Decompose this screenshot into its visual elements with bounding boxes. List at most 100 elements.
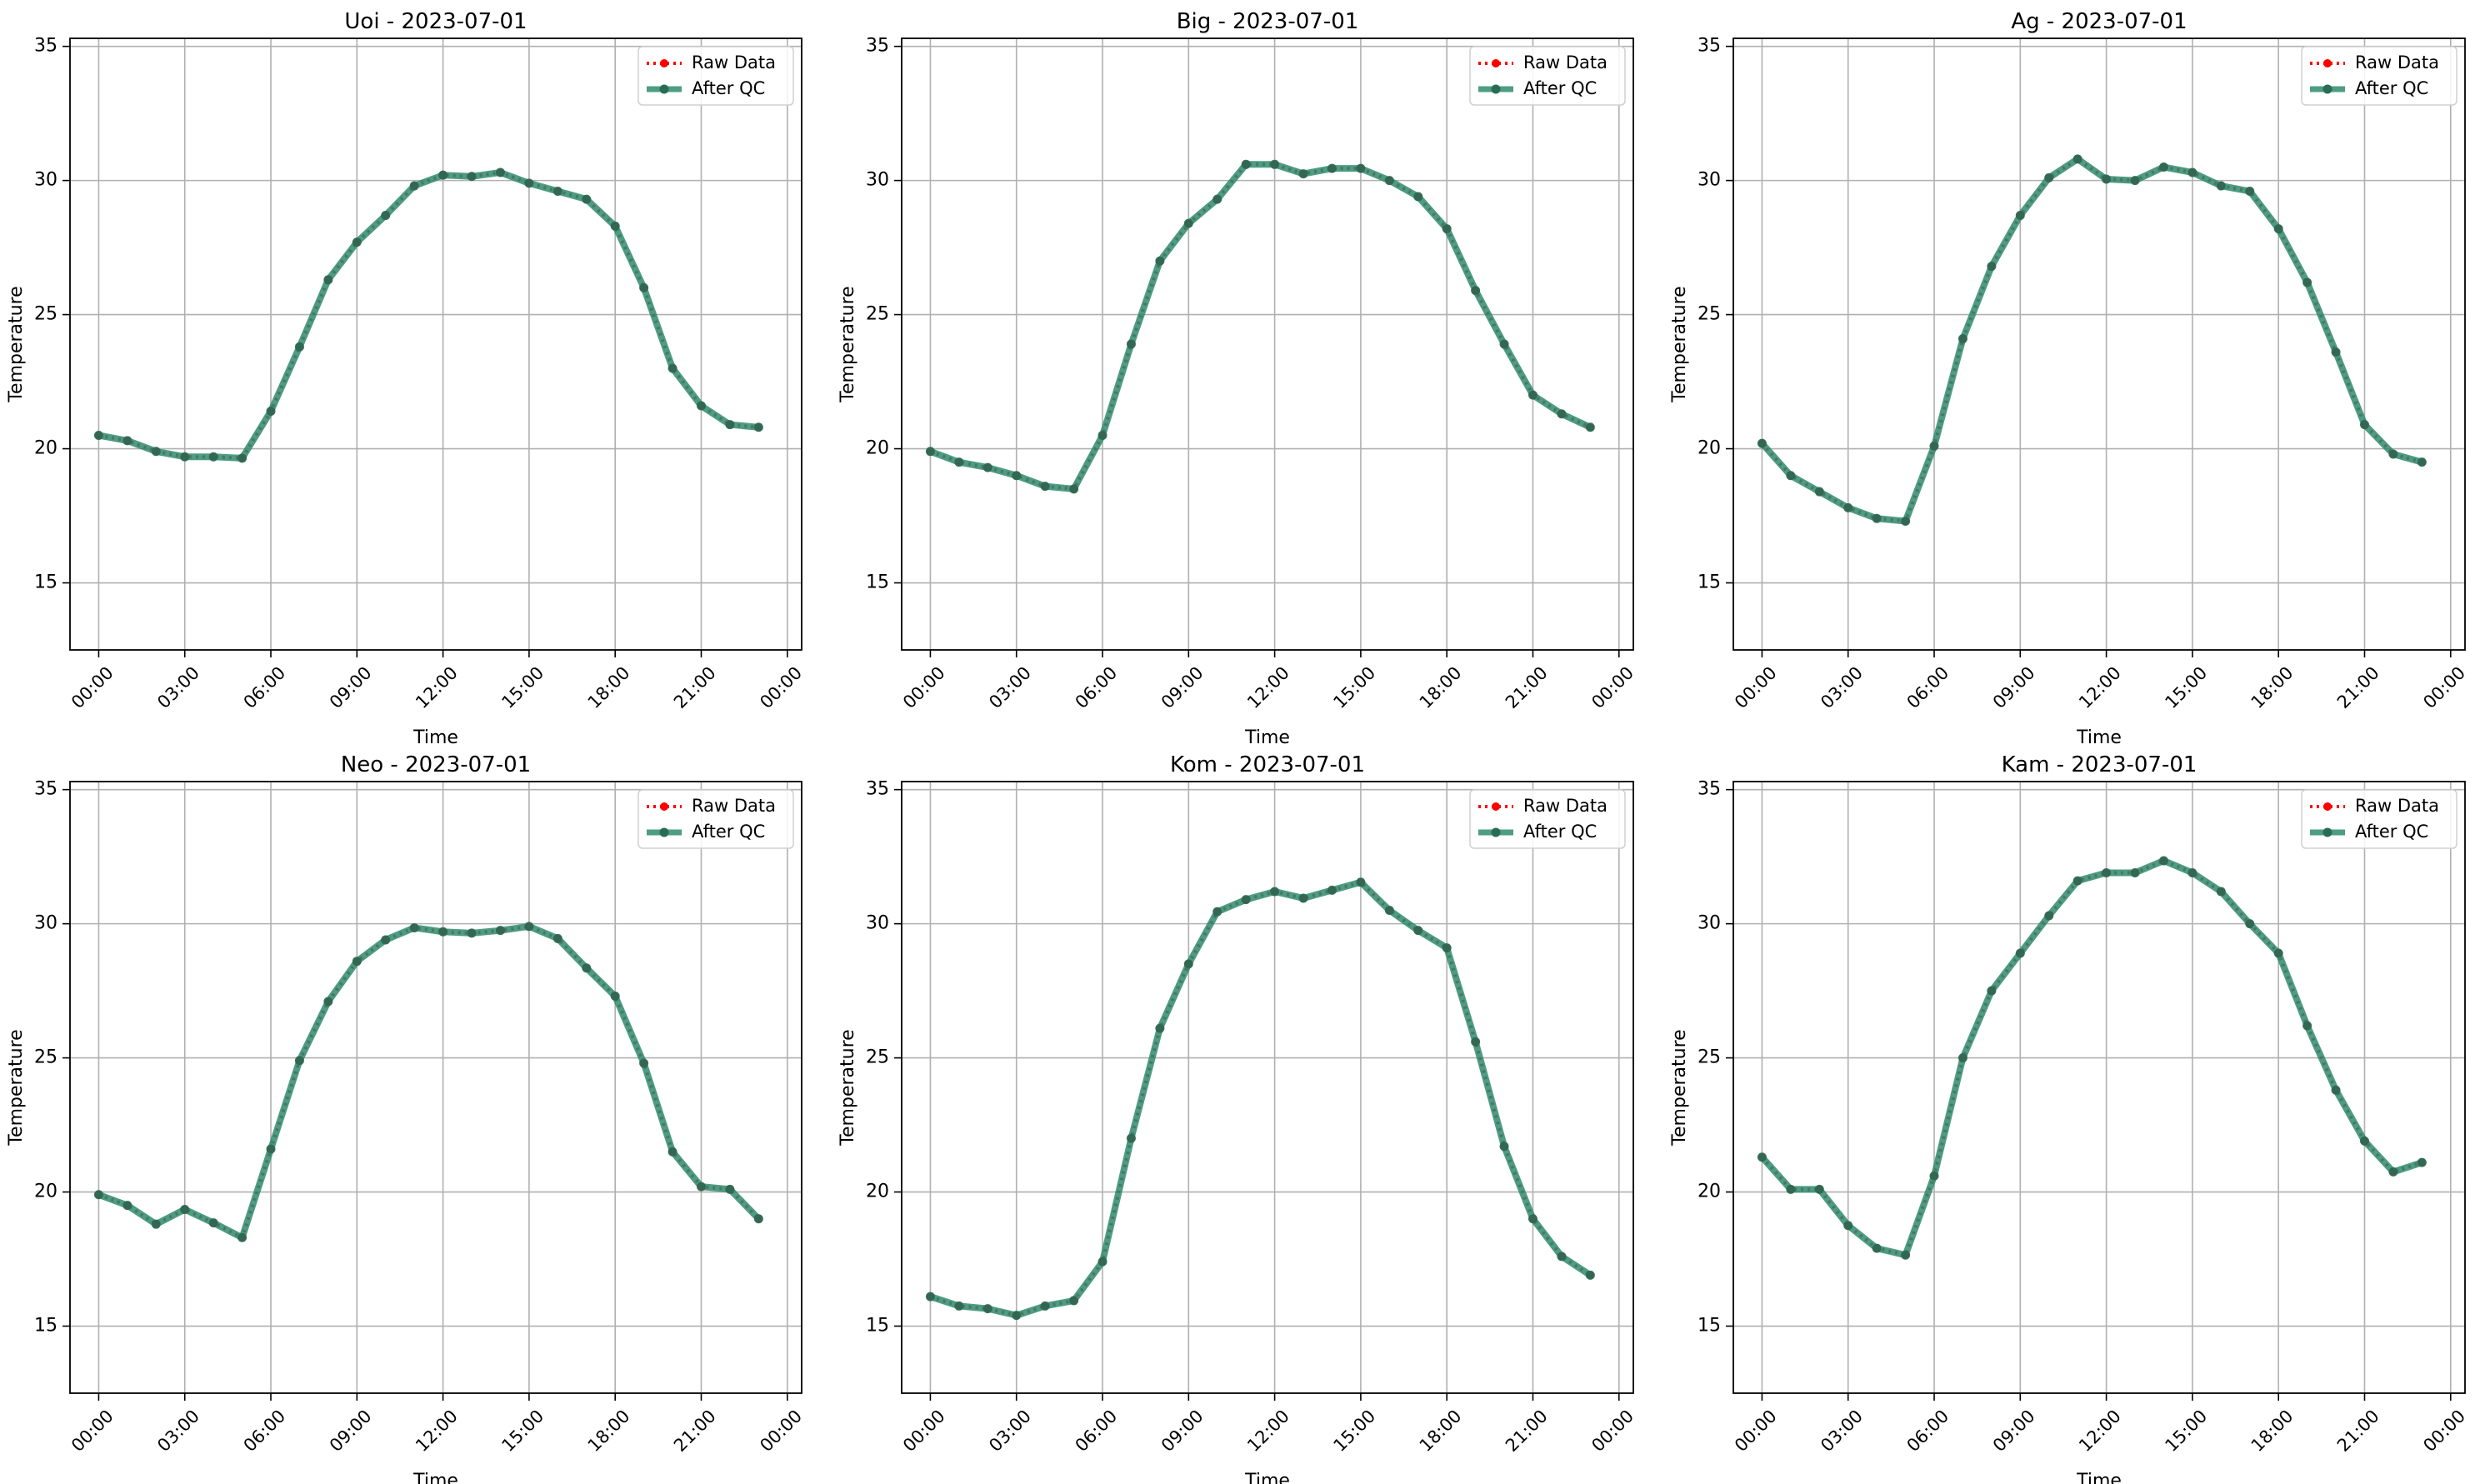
legend-raw-label: Raw Data [692,52,776,72]
x-tick-label: 03:00 [985,1406,1035,1456]
plot-frame [69,781,802,1394]
after-qc-point [1499,339,1509,349]
after-qc-point [1901,516,1911,526]
after-qc-point [1929,1171,1939,1181]
after-qc-point [1557,1252,1567,1262]
x-tick-label: 21:00 [2333,1406,2383,1456]
after-qc-point [2331,1085,2341,1095]
y-tick-label: 15 [34,572,58,593]
x-tick-label: 15:00 [498,662,548,712]
x-tick-label: 00:00 [1731,1406,1781,1456]
after-qc-point [2158,856,2168,866]
x-tick-label: 12:00 [1243,662,1293,712]
x-tick-label: 21:00 [1502,662,1552,712]
after-qc-point [1040,1301,1050,1311]
after-qc-point [409,922,419,932]
y-tick-label: 35 [1698,36,1721,57]
y-tick-label: 20 [1698,1182,1721,1202]
after-qc-point [2188,167,2198,177]
x-tick-label: 00:00 [2419,662,2469,712]
after-qc-point [2044,911,2054,921]
after-qc-point [1241,895,1251,905]
y-tick-label: 35 [866,779,889,800]
y-tick-label: 30 [866,913,889,934]
chart-title: Ag - 2023-07-01 [2011,9,2187,34]
after-qc-point [982,1304,992,1314]
legend: Raw Data After QC [2301,46,2458,106]
y-tick-label: 15 [1698,1316,1721,1337]
chart-title: Neo - 2023-07-01 [341,752,531,777]
after-qc-line [1759,857,2423,1259]
after-qc-point [1384,906,1394,916]
y-axis-label: Temperature [1669,286,1690,402]
after-qc-point [2102,867,2112,877]
x-tick-label: 00:00 [68,662,118,712]
y-tick-label: 20 [866,1182,889,1202]
after-qc-point [639,282,649,292]
after-qc-point [1298,893,1308,903]
after-qc-point [1155,1023,1165,1033]
after-qc-point [122,436,132,446]
after-qc-point [725,420,735,430]
after-qc-point [1585,1270,1595,1280]
after-qc-point [294,1056,304,1066]
after-qc-point [266,1144,276,1154]
chart-panel: 00:00 03:00 06:00 09:00 12:00 15:00 18:00 21:00… [838,752,1638,1484]
after-qc-point [495,926,505,936]
after-qc-point [2072,154,2082,164]
after-qc-point [1471,1037,1481,1047]
plot-frame [69,37,802,651]
legend-qc-marker [659,827,669,837]
y-tick-label: 30 [866,170,889,191]
legend-raw-marker [1492,802,1500,811]
after-qc-point [2216,181,2226,191]
x-tick-label: 12:00 [1243,1406,1293,1456]
x-tick-label: 06:00 [1072,1406,1122,1456]
after-qc-point [438,927,448,937]
y-tick-label: 30 [1698,170,1721,191]
after-qc-point [2302,1021,2312,1031]
after-qc-point [2015,210,2025,220]
legend-qc-marker [1491,84,1501,94]
x-tick-label: 03:00 [153,1406,203,1456]
after-qc-point [1872,1243,1882,1253]
y-tick-label: 15 [866,572,889,593]
after-qc-point [1958,334,1968,344]
y-axis-label: Temperature [838,286,858,402]
after-qc-point [1843,502,1853,512]
after-qc-point [954,457,964,467]
y-tick-label: 20 [866,438,889,459]
after-qc-point [1327,885,1337,895]
after-qc-point [725,1184,735,1194]
x-axis-label: Time [2076,727,2122,748]
x-tick-label: 00:00 [1588,1406,1638,1456]
chart-panel: 00:00 03:00 06:00 09:00 12:00 15:00 18:00 21:00… [1669,9,2469,748]
after-qc-point [1356,163,1366,173]
after-qc-point [552,187,562,196]
x-tick-label: 21:00 [670,662,720,712]
x-tick-label: 03:00 [153,662,203,712]
after-qc-point [2245,187,2255,196]
after-qc-point [2044,172,2054,182]
after-qc-point [1442,224,1452,234]
y-tick-label: 30 [1698,913,1721,934]
after-qc-point [1069,1296,1079,1306]
after-qc-line [98,922,762,1242]
y-tick-label: 15 [34,1316,58,1337]
chart-panel: 00:00 03:00 06:00 09:00 12:00 15:00 18:00 21:00… [1669,752,2469,1484]
after-qc-point [610,992,620,1002]
x-tick-label: 03:00 [1817,1406,1867,1456]
x-tick-label: 03:00 [985,662,1035,712]
after-qc-point [610,221,620,231]
after-qc-point [93,1190,103,1200]
x-tick-label: 00:00 [899,1406,949,1456]
after-qc-point [1814,487,1824,497]
after-qc-point [294,342,304,352]
after-qc-point [2417,457,2427,467]
legend: Raw Data After QC [638,789,794,849]
y-tick-label: 30 [34,170,58,191]
after-qc-point [552,933,562,943]
after-qc-point [381,210,391,220]
x-tick-label: 09:00 [326,662,376,712]
after-qc-point [2388,1167,2398,1177]
